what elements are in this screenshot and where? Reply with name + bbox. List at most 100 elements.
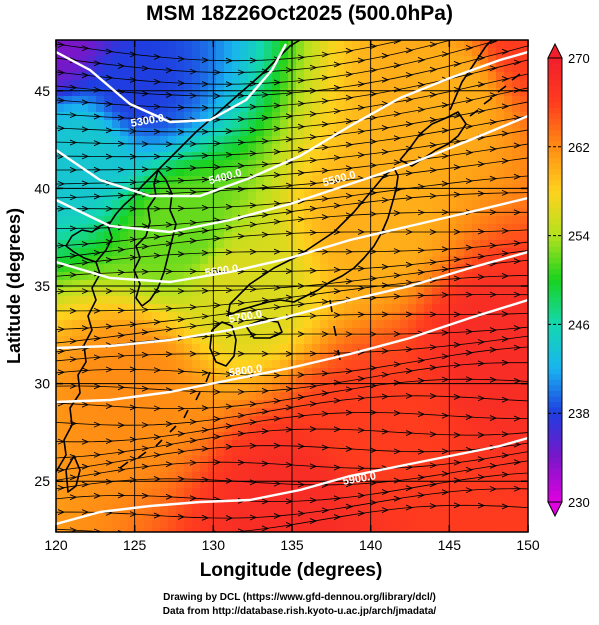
field-cell (472, 224, 481, 233)
field-cell (136, 240, 145, 249)
field-cell (512, 384, 521, 393)
streamline-arrowhead (69, 383, 78, 389)
field-cell (304, 520, 313, 529)
field-cell (200, 64, 209, 73)
streamline-arrowhead (261, 184, 270, 191)
field-cell (360, 200, 369, 209)
field-cell (208, 192, 217, 201)
colorbar-segment (548, 191, 562, 198)
field-cell (352, 488, 361, 497)
streamline-arrowhead (261, 231, 270, 238)
field-cell (408, 72, 417, 81)
field-cell (64, 384, 73, 393)
streamline-arrowhead (57, 484, 66, 491)
field-cell (480, 56, 489, 65)
field-cell (280, 72, 289, 81)
field-cell (520, 72, 528, 81)
field-cell (456, 376, 465, 385)
streamline-arrowhead (261, 408, 270, 415)
field-cell (136, 440, 145, 449)
field-cell (176, 120, 185, 129)
field-cell (392, 288, 401, 297)
field-cell (344, 248, 353, 257)
field-cell (488, 448, 497, 457)
field-cell (520, 416, 528, 425)
streamline-arrowhead (309, 157, 318, 164)
field-cell (480, 512, 489, 521)
field-cell (304, 160, 313, 169)
field-cell (160, 488, 169, 497)
field-cell (392, 296, 401, 305)
field-cell (456, 120, 465, 129)
field-cell (312, 224, 321, 233)
field-cell (320, 376, 329, 385)
streamline-arrowhead (465, 349, 474, 356)
field-cell (80, 160, 89, 169)
streamline-arrowhead (309, 267, 318, 274)
contour-label: 5300.0 (130, 112, 165, 130)
field-cell (136, 248, 145, 257)
grid-lines (56, 40, 528, 532)
streamline-arrowhead (321, 195, 330, 202)
contour-line (56, 50, 528, 198)
field-cell (96, 280, 105, 289)
field-cell (88, 320, 97, 329)
field-cell (352, 176, 361, 185)
field-cell (200, 352, 209, 361)
field-cell (352, 216, 361, 225)
field-cell (432, 472, 441, 481)
field-cell (392, 232, 401, 241)
field-cell (200, 456, 209, 465)
field-cell (424, 72, 433, 81)
streamline-arrowhead (309, 180, 318, 187)
field-cell (128, 232, 137, 241)
streamline-arrowhead (453, 459, 462, 466)
streamline-arrowhead (189, 165, 198, 171)
field-cell (320, 432, 329, 441)
field-cell (496, 528, 505, 532)
field-cell (112, 336, 121, 345)
field-cell (272, 288, 281, 297)
field-cell (392, 200, 401, 209)
field-cell (176, 112, 185, 121)
field-cell (416, 120, 425, 129)
field-cell (96, 80, 105, 89)
field-cell (472, 128, 481, 137)
field-cell (408, 312, 417, 321)
field-cell (280, 496, 289, 505)
field-cell (216, 224, 225, 233)
field-cell (256, 312, 265, 321)
field-cell (432, 496, 441, 505)
field-cell (408, 240, 417, 249)
field-cell (240, 456, 249, 465)
field-cell (120, 128, 129, 137)
field-cell (472, 344, 481, 353)
contour-label: 5900.0 (342, 470, 377, 488)
field-cell (440, 304, 449, 313)
field-cell (304, 232, 313, 241)
field-cell (192, 408, 201, 417)
field-cell (272, 232, 281, 241)
field-cell (352, 248, 361, 257)
field-cell (160, 376, 169, 385)
field-cell (160, 40, 169, 49)
field-cell (152, 520, 161, 529)
field-cell (440, 256, 449, 265)
field-cell (104, 136, 113, 145)
field-cell (504, 56, 513, 65)
field-cell (280, 96, 289, 105)
field-cell (344, 256, 353, 265)
field-cell (72, 48, 81, 57)
streamline-arrowhead (237, 459, 246, 466)
field-cell (352, 352, 361, 361)
field-cell (400, 512, 409, 521)
field-cell (120, 328, 129, 337)
field-cell (400, 240, 409, 249)
field-cell (504, 320, 513, 329)
field-cell (352, 344, 361, 353)
field-cell (296, 448, 305, 457)
field-cell (216, 240, 225, 249)
field-cell (432, 504, 441, 513)
field-cell (480, 448, 489, 457)
field-cell (392, 504, 401, 513)
